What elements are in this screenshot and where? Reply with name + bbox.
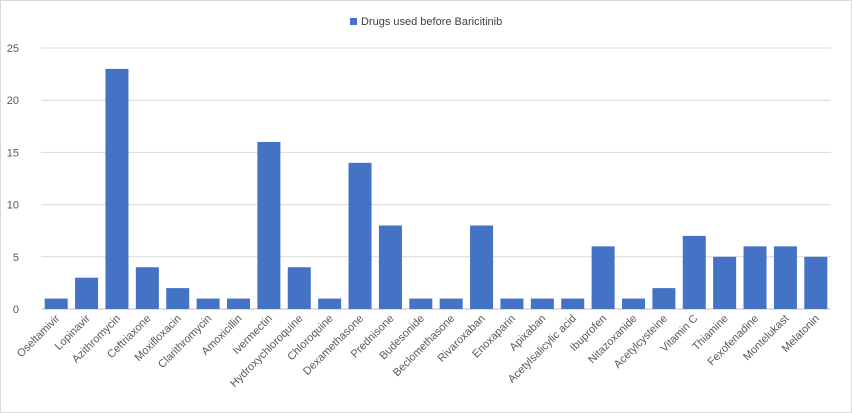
bar	[591, 246, 615, 309]
bar	[743, 246, 767, 309]
legend: Drugs used before Baricitinib	[350, 16, 502, 28]
bar	[75, 277, 99, 309]
bar	[561, 298, 585, 309]
y-tick-label: 15	[7, 147, 19, 159]
y-axis-ticks: 0 5 10 15 20 25	[7, 43, 19, 316]
bar	[409, 298, 433, 309]
bars	[44, 68, 828, 309]
bar	[622, 298, 645, 309]
bar	[500, 298, 524, 309]
bar	[135, 267, 159, 309]
y-tick-label: 20	[7, 95, 19, 107]
bar	[713, 256, 737, 309]
bar	[257, 141, 281, 309]
x-tick-label: Clarithromycin	[156, 313, 214, 371]
x-axis-ticks: OseltamivirLopinavirAzithromycinCeftriax…	[15, 312, 822, 389]
bar	[530, 298, 554, 309]
bar	[44, 298, 68, 309]
bar	[470, 225, 494, 309]
bar	[378, 225, 402, 309]
y-tick-label: 25	[7, 43, 19, 55]
bar	[166, 288, 190, 309]
bar	[105, 68, 129, 309]
bar	[227, 298, 250, 309]
bar	[318, 298, 342, 309]
y-tick-label: 10	[7, 200, 19, 212]
bar	[652, 288, 676, 309]
bar	[682, 235, 706, 309]
bar	[196, 298, 220, 309]
legend-swatch	[350, 18, 357, 25]
bar	[773, 246, 797, 309]
bar	[348, 162, 372, 309]
gridlines	[41, 47, 831, 310]
bar	[439, 298, 463, 309]
legend-label: Drugs used before Baricitinib	[361, 16, 502, 28]
y-tick-label: 0	[13, 304, 19, 316]
x-tick-label: Oseltamivir	[15, 312, 63, 360]
bar	[287, 267, 311, 309]
x-tick-label: Acetylcysteine	[612, 313, 670, 371]
bar	[804, 256, 828, 309]
y-tick-label: 5	[13, 252, 19, 264]
